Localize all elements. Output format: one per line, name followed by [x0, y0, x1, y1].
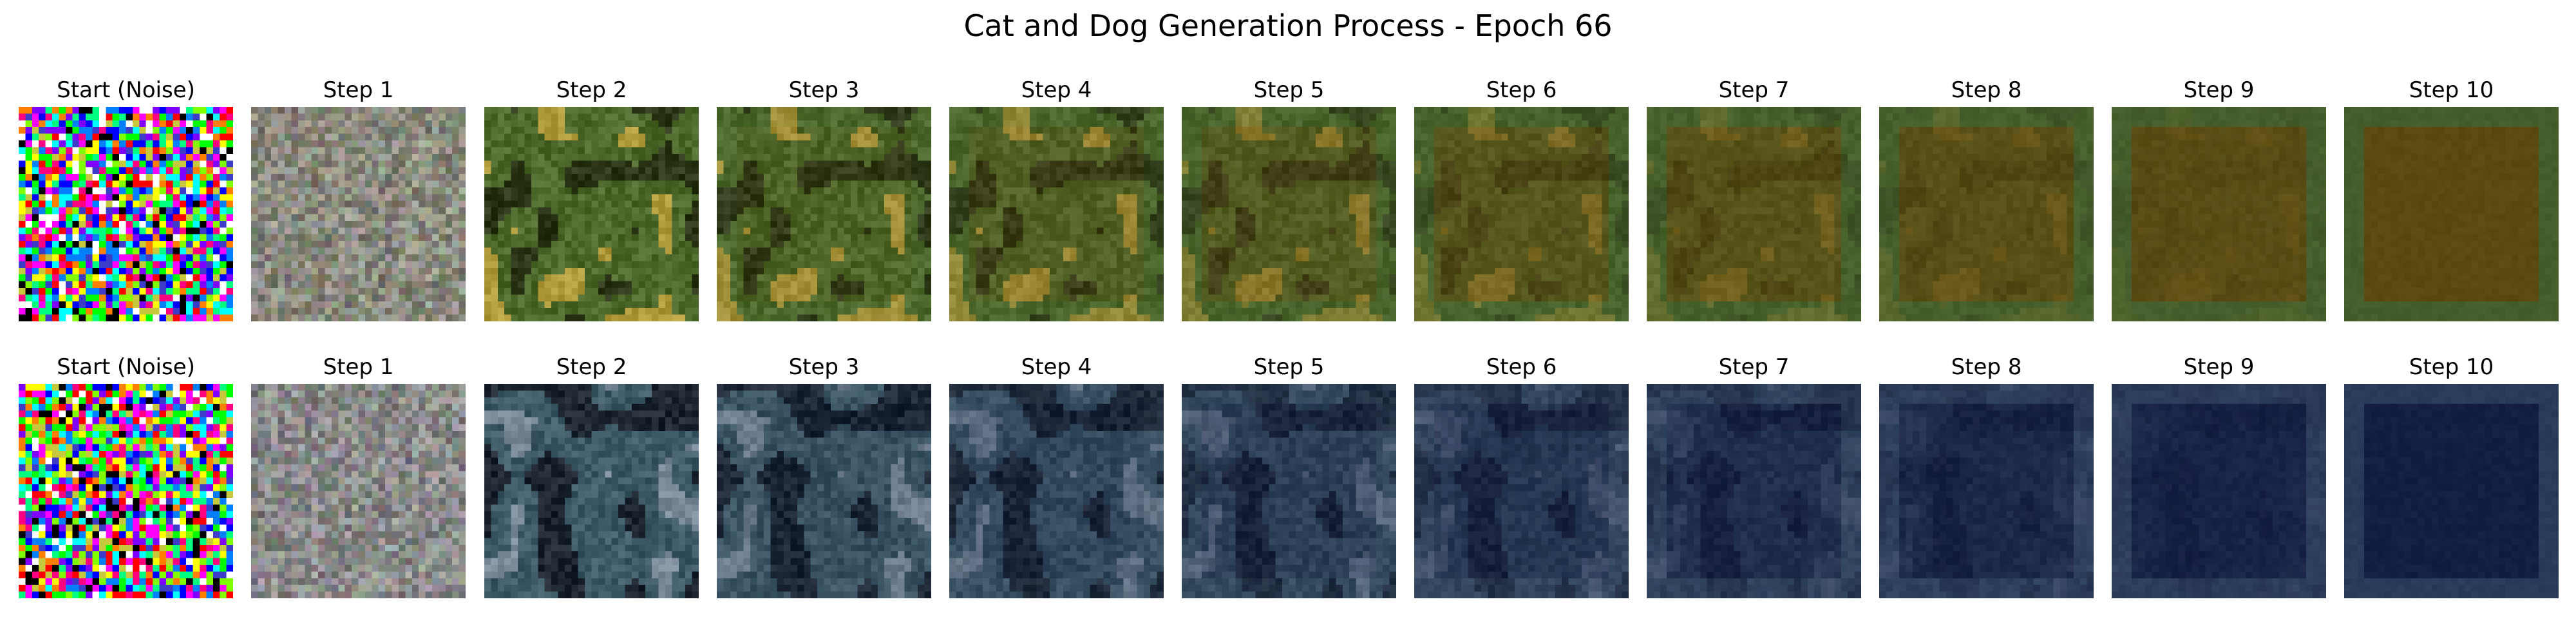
panel-title: Step 4 [1021, 354, 1092, 380]
panel-title: Step 1 [323, 77, 394, 103]
panel-title: Step 6 [1486, 354, 1557, 380]
panel-title: Step 5 [1253, 354, 1325, 380]
panel-step-3: Step 3 [717, 353, 931, 623]
panel-image [1182, 384, 1396, 598]
panel-title: Step 8 [1951, 77, 2022, 103]
panel-title: Step 6 [1486, 77, 1557, 103]
panel-image [949, 107, 1164, 321]
panel-image [251, 107, 466, 321]
panel-title: Step 1 [323, 354, 394, 380]
panel-step-4: Step 4 [949, 353, 1164, 623]
panel-step-8: Step 8 [1879, 353, 2094, 623]
panel-step-10: Step 10 [2344, 76, 2559, 346]
panel-title: Step 4 [1021, 77, 1092, 103]
panel-row-2: Start (Noise) Step 1 Step 2 Step 3 Step … [0, 353, 2576, 623]
panel-image [1647, 384, 1861, 598]
panel-title: Step 2 [556, 77, 627, 103]
panel-image [1414, 384, 1629, 598]
panel-title: Start (Noise) [57, 354, 195, 380]
panel-image [19, 107, 233, 321]
panel-step-9: Step 9 [2112, 76, 2326, 346]
panel-image [2112, 107, 2326, 321]
panel-start-noise: Start (Noise) [19, 353, 233, 623]
panel-step-7: Step 7 [1647, 353, 1861, 623]
panel-step-1: Step 1 [251, 76, 466, 346]
panel-image [717, 384, 931, 598]
panel-step-5: Step 5 [1182, 76, 1396, 346]
panel-title: Step 8 [1951, 354, 2022, 380]
panel-step-4: Step 4 [949, 76, 1164, 346]
panel-image [19, 384, 233, 598]
panel-step-5: Step 5 [1182, 353, 1396, 623]
panel-title: Step 2 [556, 354, 627, 380]
panel-image [949, 384, 1164, 598]
panel-row-1: Start (Noise) Step 1 Step 2 Step 3 Step … [0, 76, 2576, 346]
panel-step-9: Step 9 [2112, 353, 2326, 623]
panel-image [251, 384, 466, 598]
panel-image [1414, 107, 1629, 321]
panel-start-noise: Start (Noise) [19, 76, 233, 346]
panel-image [1647, 107, 1861, 321]
panel-title: Step 3 [788, 77, 860, 103]
panel-title: Step 9 [2183, 77, 2255, 103]
panel-image [1879, 384, 2094, 598]
panel-image [1182, 107, 1396, 321]
panel-image [1879, 107, 2094, 321]
panel-step-2: Step 2 [484, 76, 699, 346]
figure-title: Cat and Dog Generation Process - Epoch 6… [963, 8, 1613, 43]
panel-title: Step 3 [788, 354, 860, 380]
panel-step-2: Step 2 [484, 353, 699, 623]
panel-title: Step 7 [1718, 354, 1790, 380]
panel-image [484, 384, 699, 598]
panel-step-6: Step 6 [1414, 353, 1629, 623]
panel-title: Step 10 [2409, 354, 2494, 380]
panel-step-8: Step 8 [1879, 76, 2094, 346]
panel-title: Step 9 [2183, 354, 2255, 380]
panel-step-3: Step 3 [717, 76, 931, 346]
panel-image [484, 107, 699, 321]
panel-step-1: Step 1 [251, 353, 466, 623]
panel-image [2112, 384, 2326, 598]
panel-step-6: Step 6 [1414, 76, 1629, 346]
panel-title: Step 10 [2409, 77, 2494, 103]
panel-image [717, 107, 931, 321]
panel-title: Step 7 [1718, 77, 1790, 103]
panel-title: Start (Noise) [57, 77, 195, 103]
panel-step-7: Step 7 [1647, 76, 1861, 346]
panel-image [2344, 107, 2559, 321]
panel-step-10: Step 10 [2344, 353, 2559, 623]
panel-image [2344, 384, 2559, 598]
panel-title: Step 5 [1253, 77, 1325, 103]
